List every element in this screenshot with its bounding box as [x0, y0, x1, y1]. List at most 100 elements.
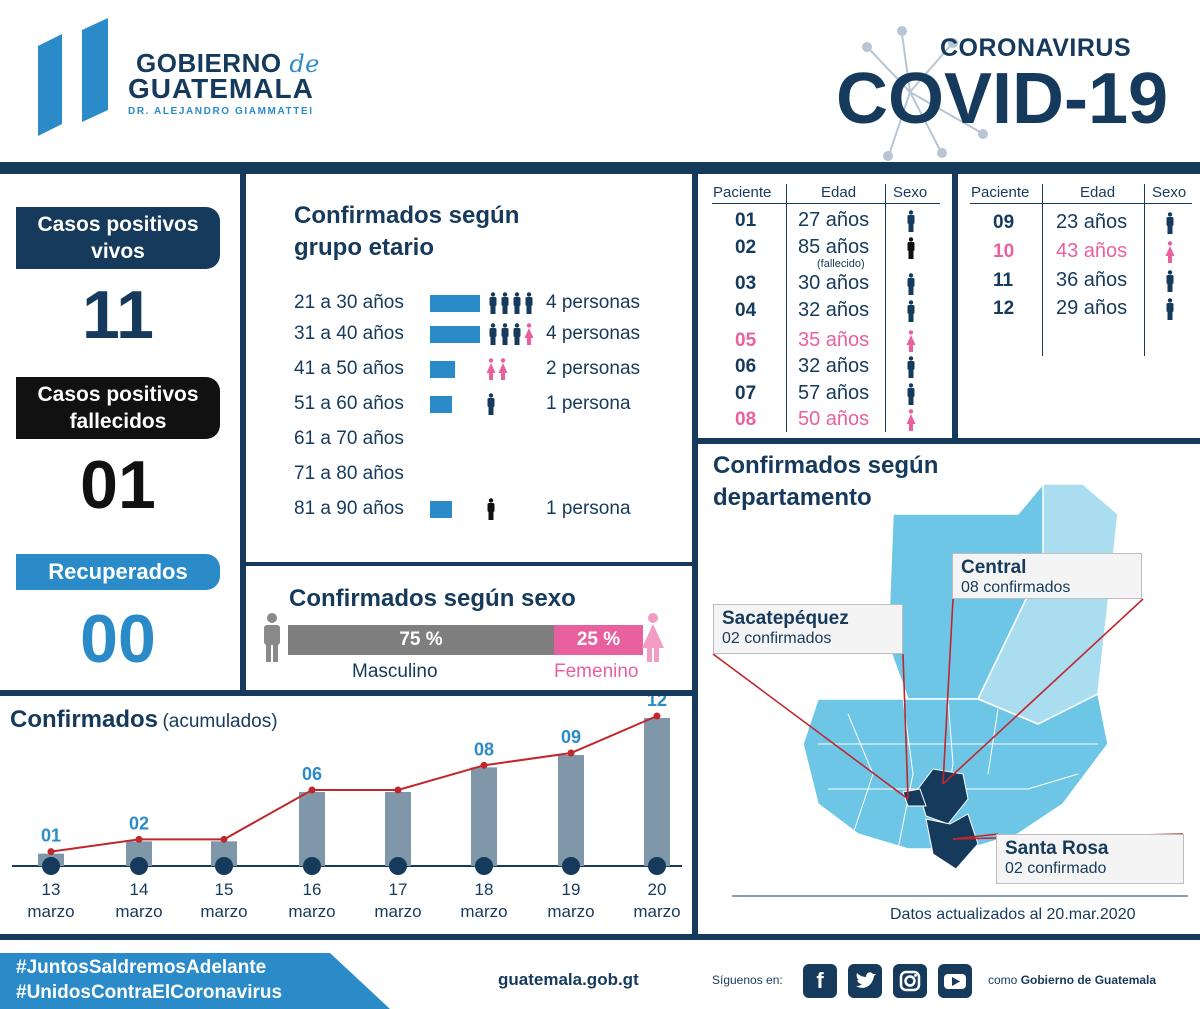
female-figure-icon [642, 613, 664, 662]
patient-id: 11 [993, 270, 1014, 291]
chart-data-label: 12 [647, 696, 667, 710]
age-group-label: 41 a 50 años [294, 358, 404, 379]
male-person-icon [513, 292, 521, 314]
male-person-icon [513, 323, 521, 345]
age-group-count: 2 personas [546, 358, 641, 379]
male-label: Masculino [352, 661, 438, 682]
male-figure-icon [264, 613, 280, 662]
chart-bar [644, 718, 670, 866]
patient-age: 23 años [1056, 211, 1128, 233]
patient-id: 03 [735, 273, 757, 294]
age-group-label: 21 a 30 años [294, 292, 404, 313]
header-edad-2: Edad [1080, 184, 1116, 201]
chart-axis-dot [648, 857, 666, 875]
follow-label: Síguenos en: [712, 973, 783, 987]
patient-id: 10 [993, 241, 1015, 262]
chart-axis-dot [389, 857, 407, 875]
patient-id: 06 [735, 356, 757, 377]
header-sexo-2: Sexo [1152, 184, 1187, 201]
fallecidos-value: 01 [80, 447, 156, 523]
chart-axis-dot [42, 857, 60, 875]
hashtag-2: #UnidosContraElCoronavirus [16, 982, 283, 1003]
chart-axis-dot [215, 857, 233, 875]
como-label: como Gobierno de Guatemala [988, 973, 1157, 987]
chart-axis-dot [130, 857, 148, 875]
facebook-icon[interactable]: f [803, 964, 837, 998]
header-divider [0, 162, 1200, 174]
patient-id: 04 [735, 300, 757, 321]
female-label: Femenino [554, 661, 639, 682]
chart-x-label: 18 marzo [460, 880, 508, 921]
table-col-sep [885, 184, 886, 432]
chart-bar [558, 755, 584, 866]
age-group-label: 71 a 80 años [294, 463, 404, 484]
chart-data-label: 08 [474, 739, 494, 759]
patient-age: 50 años [798, 408, 870, 430]
age-group-label: 31 a 40 años [294, 323, 404, 344]
patient-id: 07 [735, 383, 757, 404]
map-title: Confirmados según departamento [713, 452, 939, 511]
vivos-value: 11 [82, 277, 154, 353]
male-person-icon [907, 383, 915, 405]
male-bar: 75 % [288, 625, 554, 655]
patient-age: 32 años [798, 299, 870, 321]
male-person-icon [907, 356, 915, 378]
chart-bar [471, 767, 497, 866]
female-bar: 25 % [554, 625, 643, 655]
chart-trend-line [50, 715, 658, 853]
chart-point [220, 835, 228, 843]
male-person-icon [1166, 270, 1174, 292]
site-link[interactable]: guatemala.gob.gt [498, 970, 639, 989]
chart-title-block: Confirmados (acumulados) [10, 706, 278, 734]
age-group-title: Confirmados según grupo etario [294, 202, 520, 261]
chart-point [653, 712, 661, 720]
patient-age: 30 años [798, 272, 870, 294]
chart-data-label: 09 [561, 727, 581, 747]
chart-axis-dot [475, 857, 493, 875]
male-person-icon [487, 498, 495, 520]
chart-x-label: 13 marzo [27, 880, 75, 921]
instagram-icon[interactable] [893, 964, 927, 998]
patient-age: 43 años [1056, 240, 1128, 262]
table-header-rule [712, 203, 940, 204]
chart-axis-dot [303, 857, 321, 875]
chart-bar [299, 792, 325, 866]
male-person-icon [489, 292, 497, 314]
chart-x-label: 17 marzo [374, 880, 422, 921]
patient-id: 05 [735, 330, 757, 351]
table-col-sep [1042, 184, 1043, 356]
callout-santa-rosa: Santa Rosa 02 confirmado [996, 834, 1184, 884]
youtube-icon[interactable] [938, 964, 972, 998]
header-paciente: Paciente [713, 184, 772, 201]
chart-x-label: 19 marzo [547, 880, 595, 921]
chart-x-label: 20 marzo [633, 880, 681, 921]
male-person-icon [907, 273, 915, 295]
chart-point [135, 835, 143, 843]
twitter-icon[interactable] [848, 964, 882, 998]
age-group-count: 4 personas [546, 323, 641, 344]
gov-title-line2: GUATEMALA [128, 73, 314, 104]
male-person-icon [907, 300, 915, 322]
chart-data-label: 06 [302, 764, 322, 784]
age-group-label: 51 a 60 años [294, 393, 404, 414]
male-person-icon [907, 210, 915, 232]
header-edad: Edad [821, 184, 857, 201]
frame-divider [692, 174, 698, 936]
chart-axis-dot [562, 857, 580, 875]
chart-point [394, 786, 402, 794]
age-group-count: 4 personas [546, 292, 641, 313]
patient-age: 35 años [798, 329, 870, 351]
frame-divider [246, 562, 692, 566]
patient-id: 01 [735, 210, 757, 231]
age-group-label: 61 a 70 años [294, 428, 404, 449]
patient-id: 08 [735, 409, 757, 430]
chart-point [480, 761, 488, 769]
table-col-sep [1144, 184, 1145, 356]
patient-age: 27 años [798, 209, 870, 231]
updated-date: Datos actualizados al 20.mar.2020 [890, 906, 1136, 923]
female-person-icon [906, 409, 916, 431]
chart-point [308, 786, 316, 794]
chart-title: Confirmados [10, 706, 159, 733]
virus-icon [862, 26, 988, 161]
age-group-bar [430, 361, 455, 378]
